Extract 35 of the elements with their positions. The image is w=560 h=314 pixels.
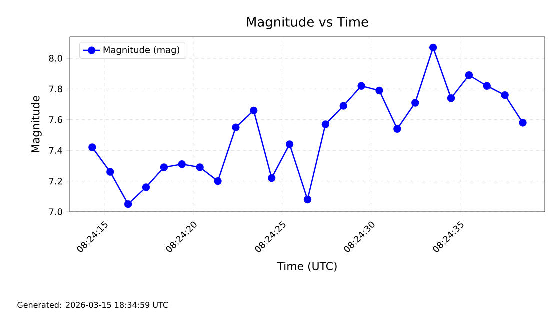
y-tick-label: 7.8 (49, 86, 62, 93)
y-axis-title: Magnitude (31, 96, 42, 152)
point (483, 82, 491, 90)
point (501, 91, 509, 100)
y-tick-label: 7.2 (49, 178, 62, 185)
point (376, 86, 384, 95)
legend-label: Magnitude (mag) (104, 46, 180, 56)
point (178, 160, 186, 168)
point (106, 168, 114, 176)
y-tick-label: 7.0 (49, 208, 62, 216)
point (142, 184, 150, 192)
point (304, 196, 312, 204)
y-tick-label: 7.6 (49, 116, 62, 124)
point (160, 164, 168, 172)
point (429, 44, 438, 52)
chart-title: Magnitude vs Time (247, 16, 368, 30)
x-axis-title: Time (UTC) (277, 262, 337, 272)
y-tick-label: 7.4 (49, 147, 62, 154)
point (286, 140, 294, 148)
point (232, 124, 240, 132)
point (394, 125, 402, 133)
y-tick-label: 8.0 (49, 55, 62, 62)
point (268, 174, 276, 182)
point (250, 106, 258, 115)
point (322, 120, 330, 128)
point (88, 144, 96, 152)
point (412, 99, 420, 107)
point (358, 82, 366, 90)
point (519, 119, 527, 127)
point (340, 102, 348, 110)
point (214, 177, 222, 186)
point (465, 72, 474, 80)
point (447, 94, 456, 102)
point (196, 164, 204, 172)
point (124, 200, 132, 208)
